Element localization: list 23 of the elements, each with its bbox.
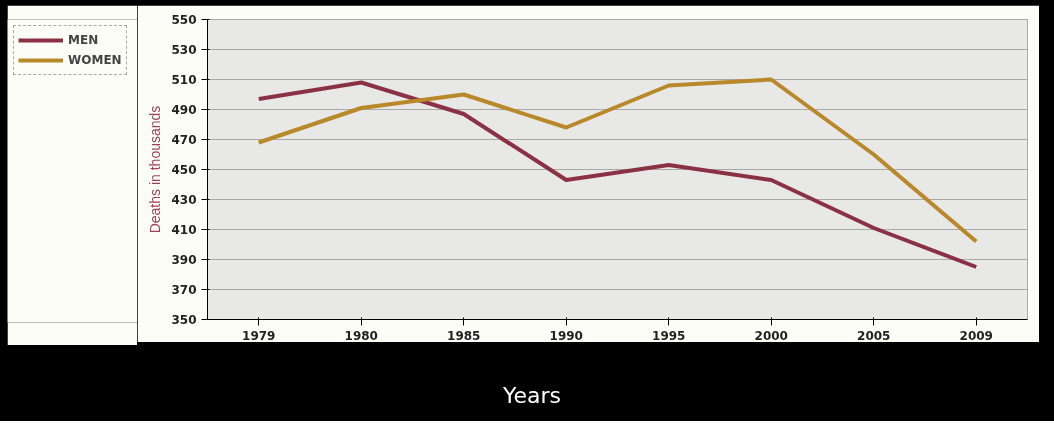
y-tick-label: 390	[171, 253, 197, 267]
x-tick-label: 1980	[344, 328, 378, 343]
y-tick-label: 550	[171, 13, 197, 27]
x-axis-title: Years	[502, 382, 562, 410]
y-tick-label: 510	[171, 73, 197, 87]
x-tick-label: 1995	[652, 328, 686, 343]
y-tick-label: 530	[171, 43, 197, 57]
x-tick-label: 2005	[857, 328, 891, 343]
y-tick-label: 450	[171, 163, 197, 177]
x-tick-label: 2009	[959, 328, 993, 343]
y-tick-label: 430	[171, 193, 197, 207]
legend-label: WOMEN	[68, 53, 122, 67]
y-tick-label: 470	[171, 133, 197, 147]
y-axis-title: Deaths in thousands	[147, 105, 164, 234]
x-tick-label: 1979	[242, 328, 276, 343]
y-tick-label: 410	[171, 223, 197, 237]
x-tick-label: 2000	[754, 328, 788, 343]
y-tick-label: 350	[171, 313, 197, 327]
y-tick-label: 490	[171, 103, 197, 117]
y-tick-label: 370	[171, 283, 197, 297]
x-tick-label: 1990	[549, 328, 583, 343]
legend-label: MEN	[68, 33, 99, 47]
x-tick-label: 1985	[447, 328, 481, 343]
